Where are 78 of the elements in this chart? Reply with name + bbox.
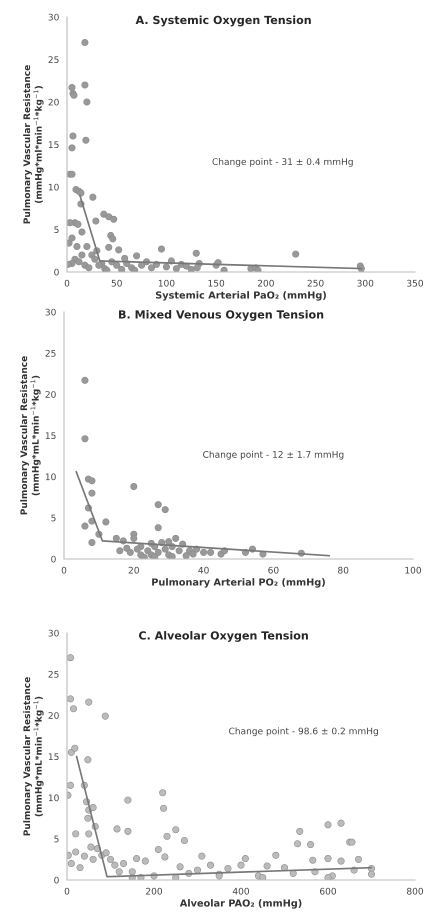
point <box>190 550 197 558</box>
y-tick-label: 15 <box>48 141 59 148</box>
x-tick-label: 350 <box>407 280 424 287</box>
y-tick-label: 20 <box>46 391 56 398</box>
y-tick-label: 10 <box>48 184 59 191</box>
x-tick-label: 60 <box>268 566 279 574</box>
x-tick-label: 800 <box>406 888 424 895</box>
y-tick-label: 30 <box>46 308 56 316</box>
x-tick-label: 0 <box>62 566 66 574</box>
y-tick-label: 10 <box>46 473 56 480</box>
point <box>81 435 88 442</box>
x-tick-label: 50 <box>112 280 122 287</box>
point <box>154 548 162 556</box>
chart-title: C. Alveolar Oxygen Tension <box>138 631 308 642</box>
point <box>81 522 88 530</box>
point <box>168 552 176 559</box>
point <box>130 534 138 542</box>
y-tick-label: 15 <box>46 432 56 440</box>
y-tick-label: 0 <box>54 268 59 276</box>
x-tick-label: 200 <box>146 888 162 895</box>
x-axis-title: Pulmonary Arterial PO₂ (mmHg) <box>152 578 325 588</box>
x-tick-label: 0 <box>64 888 70 895</box>
y-tick-label: 5 <box>54 226 59 234</box>
point <box>134 546 141 553</box>
point <box>172 534 180 542</box>
x-tick-label: 100 <box>405 566 422 574</box>
chart-title: A. Systemic Oxygen Tension <box>136 16 311 26</box>
y-tick-label: 0 <box>51 556 56 563</box>
x-tick-label: 250 <box>308 280 324 287</box>
point <box>81 376 88 384</box>
x-tick-label: 40 <box>198 566 209 574</box>
y-tick-label: 30 <box>48 630 59 637</box>
x-tick-label: 100 <box>158 280 174 287</box>
x-tick-label: 400 <box>232 888 250 895</box>
x-axis-title: Alveolar PAO₂ (mmHg) <box>180 899 302 909</box>
x-tick-label: 0 <box>64 280 70 287</box>
point <box>130 483 138 490</box>
y-tick-label: 5 <box>51 514 56 522</box>
annotation: Change point - 31 ± 0.4 mmHg <box>212 158 353 167</box>
y-tick-label: 25 <box>48 56 59 64</box>
point <box>126 548 134 556</box>
y-tick-label: 10 <box>48 794 59 802</box>
annotation: Change point - 12 ± 1.7 mmHg <box>203 450 344 460</box>
point <box>200 548 208 556</box>
point <box>154 501 162 508</box>
point <box>88 538 96 546</box>
x-tick-label: 20 <box>128 566 139 574</box>
x-tick-label: 200 <box>258 280 274 287</box>
y-tick-label: 15 <box>48 753 59 760</box>
y-axis-title: Pulmonary Vascular Resistance (mmHg*ml*min$^{−1}$*kg$^{−1}$) <box>23 65 44 224</box>
y-tick-label: 20 <box>48 98 59 106</box>
y-tick-label: 0 <box>54 876 59 884</box>
point <box>176 547 183 554</box>
x-tick-label: 600 <box>320 888 336 895</box>
point <box>140 554 148 559</box>
x-tick-label: 150 <box>208 280 224 287</box>
y-tick-label: 5 <box>54 836 59 842</box>
point <box>112 534 120 542</box>
point <box>88 477 96 484</box>
chart-title: B. Mixed Venous Oxygen Tension <box>119 310 324 321</box>
y-tick-label: 25 <box>48 670 59 678</box>
point <box>154 524 162 532</box>
point <box>162 506 169 514</box>
y-tick-label: 20 <box>48 712 59 719</box>
y-axis-title: Pulmonary Vascular Resistance (mmHg*mL*min$^{−1}$*kg$^{−1}$) <box>20 356 41 514</box>
y-axis-title: Pulmonary Vascular Resistance (mmHg*mL*min$^{−1}$*kg$^{−1}$) <box>23 677 44 836</box>
y-tick-label: 25 <box>46 350 56 357</box>
point <box>207 548 214 556</box>
x-tick-label: 300 <box>357 280 374 287</box>
point <box>102 518 110 526</box>
point <box>162 546 169 553</box>
point <box>116 547 124 554</box>
annotation: Change point - 98.6 ± 0.2 mmHg <box>229 727 378 736</box>
point <box>88 490 96 497</box>
x-axis-title: Systemic Arterial PaO₂ (mmHg) <box>156 291 326 301</box>
x-tick-label: 80 <box>338 566 348 574</box>
y-tick-label: 30 <box>48 14 59 21</box>
point <box>182 552 190 559</box>
